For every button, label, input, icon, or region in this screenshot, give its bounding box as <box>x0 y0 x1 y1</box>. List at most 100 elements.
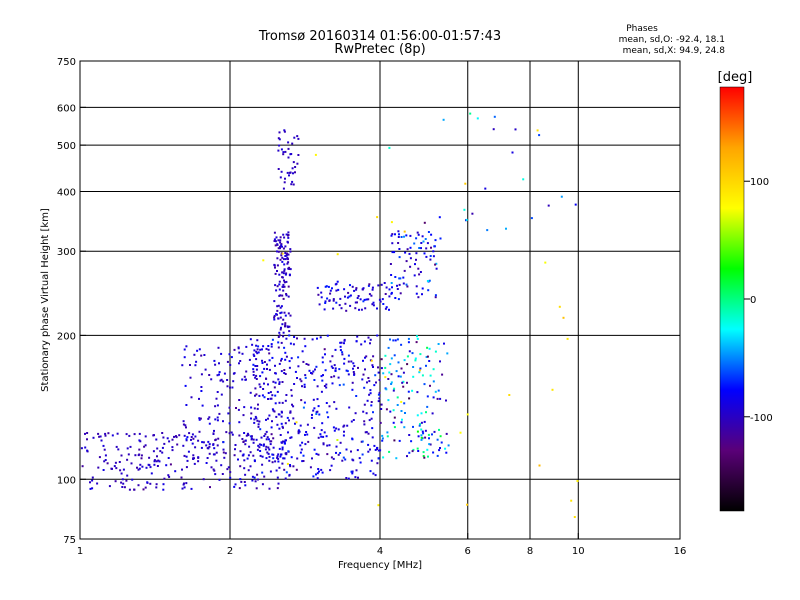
data-point <box>280 244 283 247</box>
data-point <box>257 345 260 348</box>
data-point <box>373 444 376 447</box>
data-point <box>392 409 395 412</box>
data-point <box>426 395 429 398</box>
data-point <box>149 482 152 485</box>
data-point <box>286 462 289 465</box>
data-point <box>399 277 402 280</box>
data-point <box>390 221 393 224</box>
x-tick-label: 6 <box>465 546 471 557</box>
data-point <box>403 402 406 405</box>
data-point <box>208 443 211 446</box>
data-point <box>441 373 444 376</box>
data-point <box>255 350 258 353</box>
data-point <box>284 177 286 180</box>
data-point <box>255 368 258 371</box>
data-point <box>312 398 315 401</box>
data-point <box>373 384 376 387</box>
data-point <box>297 430 300 433</box>
data-point <box>391 242 394 245</box>
data-point <box>406 381 408 384</box>
data-point <box>281 462 284 465</box>
data-point <box>252 368 255 371</box>
data-point <box>331 367 334 369</box>
data-point <box>417 267 420 270</box>
data-point <box>257 444 260 447</box>
data-point <box>313 407 316 410</box>
data-point <box>393 426 396 429</box>
data-point <box>423 383 426 386</box>
data-point <box>335 451 337 454</box>
data-point <box>271 356 274 359</box>
data-point <box>404 251 407 254</box>
data-point <box>261 483 264 486</box>
data-point <box>99 435 102 438</box>
data-point <box>321 356 324 359</box>
data-point <box>377 284 380 287</box>
data-point <box>282 426 284 429</box>
chart-subtitle: RwPretec (8p) <box>334 42 425 57</box>
data-point <box>255 378 258 380</box>
data-point <box>212 468 215 471</box>
data-point <box>296 337 298 340</box>
data-point <box>379 300 382 303</box>
data-point <box>362 359 364 362</box>
data-point <box>435 267 438 270</box>
data-point <box>137 484 140 487</box>
data-point <box>278 381 281 384</box>
data-point <box>168 440 171 443</box>
data-point <box>401 418 403 421</box>
data-point <box>198 417 201 420</box>
data-point <box>228 432 231 435</box>
data-point <box>216 444 219 447</box>
data-point <box>268 368 271 371</box>
data-point <box>115 467 118 470</box>
data-point <box>398 283 401 286</box>
data-point <box>220 378 223 381</box>
data-point <box>214 438 217 441</box>
data-point <box>434 239 437 242</box>
data-point <box>239 450 242 453</box>
data-point <box>348 406 351 409</box>
data-point <box>282 153 285 156</box>
data-point <box>256 352 259 355</box>
data-point <box>384 376 387 379</box>
data-point <box>128 488 131 491</box>
data-point <box>289 248 292 251</box>
data-point <box>187 450 190 453</box>
data-point <box>314 153 317 156</box>
data-point <box>264 433 267 436</box>
data-point <box>362 300 365 303</box>
data-point <box>434 263 437 266</box>
data-point <box>203 354 206 356</box>
data-point <box>138 448 141 451</box>
data-point <box>161 432 164 434</box>
data-point <box>278 144 281 147</box>
data-point <box>121 486 124 488</box>
data-point <box>190 438 192 441</box>
data-point <box>361 440 364 443</box>
data-point <box>296 377 298 379</box>
data-point <box>358 457 361 460</box>
data-point <box>406 285 409 288</box>
data-point <box>334 369 337 372</box>
data-point <box>370 404 373 407</box>
data-point <box>305 363 308 365</box>
data-point <box>284 358 287 361</box>
data-point <box>393 416 396 419</box>
data-point <box>141 465 144 468</box>
data-point <box>351 437 354 440</box>
data-point <box>364 307 367 310</box>
data-point <box>214 473 217 476</box>
data-point <box>418 369 421 372</box>
data-point <box>469 112 472 115</box>
data-point <box>433 430 436 433</box>
data-point <box>304 374 307 377</box>
data-point <box>322 374 324 377</box>
data-point <box>184 424 187 427</box>
data-point <box>104 432 107 435</box>
data-point <box>84 446 87 449</box>
data-point <box>255 374 258 377</box>
data-point <box>152 434 155 437</box>
data-point <box>281 411 283 414</box>
data-point <box>407 337 410 340</box>
